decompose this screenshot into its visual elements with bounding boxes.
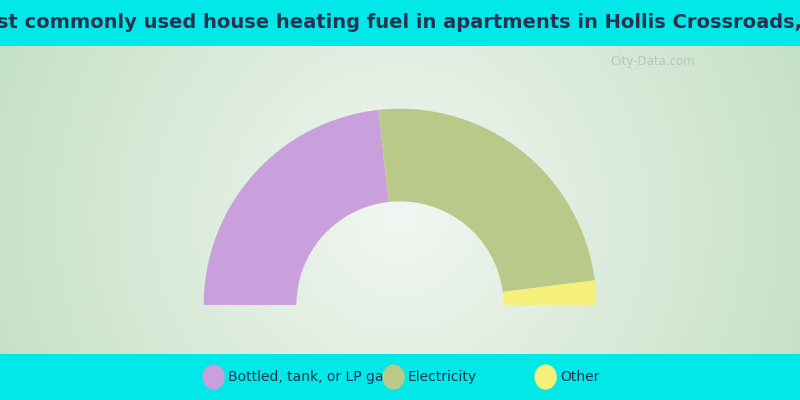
Text: City-Data.com: City-Data.com	[610, 55, 694, 68]
Text: Electricity: Electricity	[408, 370, 477, 384]
Text: Most commonly used house heating fuel in apartments in Hollis Crossroads, AL: Most commonly used house heating fuel in…	[0, 12, 800, 32]
Ellipse shape	[534, 364, 557, 390]
Text: Bottled, tank, or LP gas: Bottled, tank, or LP gas	[228, 370, 390, 384]
Text: Other: Other	[560, 370, 599, 384]
Wedge shape	[378, 109, 594, 292]
Wedge shape	[204, 110, 389, 305]
Ellipse shape	[202, 364, 225, 390]
Wedge shape	[502, 280, 596, 305]
Ellipse shape	[382, 364, 405, 390]
